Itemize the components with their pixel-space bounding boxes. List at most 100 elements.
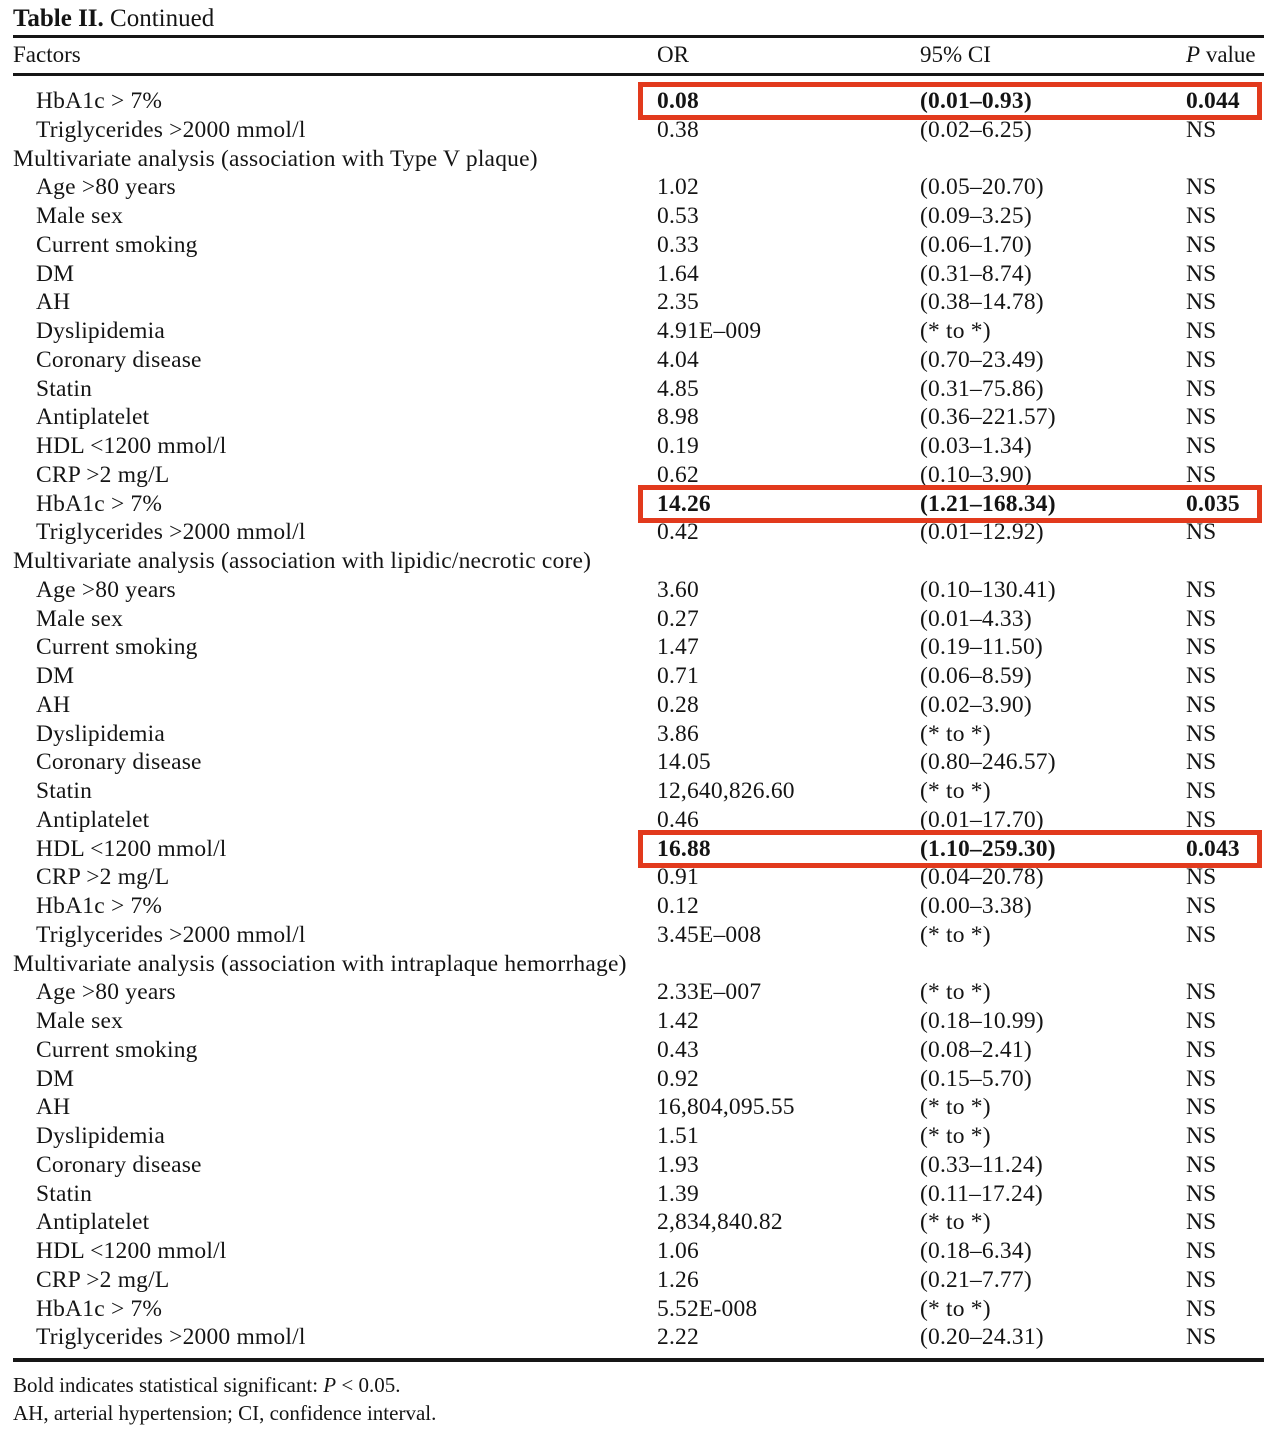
table-row: HbA1c > 7% 5.52E-008 (* to *) NS — [13, 1295, 1264, 1324]
factor-cell: CRP >2 mg/L — [36, 864, 170, 891]
ci-cell: (0.11–17.24) — [920, 1180, 1043, 1207]
factor-cell: CRP >2 mg/L — [36, 1266, 170, 1293]
ci-cell: (0.10–130.41) — [920, 576, 1056, 603]
factor-cell: HDL <1200 mmol/l — [36, 433, 227, 459]
or-cell: 2.35 — [657, 289, 699, 316]
pvalue-cell: NS — [1186, 778, 1217, 804]
table-row: Triglycerides >2000 mmol/l 0.42 (0.01–12… — [13, 518, 1264, 547]
factor-cell: Current smoking — [36, 231, 198, 258]
table-row: Antiplatelet 2,834,840.82 (* to *) NS — [13, 1208, 1264, 1237]
pvalue-cell: NS — [1186, 1324, 1217, 1351]
factor-cell: Coronary disease — [36, 749, 202, 776]
factor-cell: Male sex — [36, 203, 124, 229]
factor-cell: Statin — [36, 375, 93, 402]
pvalue-cell: NS — [1186, 634, 1217, 661]
pvalue-cell: NS — [1186, 260, 1217, 287]
pvalue-cell: NS — [1186, 289, 1217, 316]
ci-cell: (1.10–259.30) — [920, 835, 1056, 862]
ci-cell: (0.00–3.38) — [920, 893, 1032, 919]
section-header-row: Multivariate analysis (association with … — [13, 950, 1264, 979]
or-cell: 0.28 — [657, 691, 699, 718]
pvalue-cell: NS — [1186, 231, 1217, 258]
factor-cell: Triglycerides >2000 mmol/l — [36, 1324, 306, 1351]
table-row: Triglycerides >2000 mmol/l 0.38 (0.02–6.… — [13, 116, 1264, 145]
table-row: Statin 4.85 (0.31–75.86) NS — [13, 375, 1264, 404]
pvalue-cell: NS — [1186, 1008, 1217, 1034]
section-label: Multivariate analysis (association with … — [13, 548, 592, 574]
factor-cell: HbA1c > 7% — [36, 893, 163, 919]
or-cell: 16.88 — [657, 835, 711, 862]
or-cell: 4.04 — [657, 346, 699, 373]
pvalue-cell: NS — [1186, 749, 1217, 776]
or-cell: 1.64 — [657, 260, 699, 287]
footnote-significance: Bold indicates statistical significant: … — [13, 1371, 1264, 1399]
factor-cell: Coronary disease — [36, 1151, 202, 1178]
pvalue-cell: NS — [1186, 203, 1217, 229]
factor-cell: Male sex — [36, 1008, 124, 1034]
or-cell: 3.45E–008 — [657, 921, 762, 948]
table-row: Current smoking 0.43 (0.08–2.41) NS — [13, 1036, 1264, 1065]
table-row: Current smoking 1.47 (0.19–11.50) NS — [13, 633, 1264, 662]
ci-cell: (0.20–24.31) — [920, 1324, 1044, 1351]
pvalue-cell: NS — [1186, 1295, 1217, 1322]
factor-cell: Dyslipidemia — [36, 318, 166, 344]
header-rule — [13, 73, 1264, 76]
ci-cell: (* to *) — [920, 720, 991, 747]
or-cell: 0.71 — [657, 663, 699, 689]
table-row: Male sex 1.42 (0.18–10.99) NS — [13, 1007, 1264, 1036]
bottom-rule — [13, 1358, 1264, 1362]
or-cell: 0.33 — [657, 231, 699, 258]
pvalue-cell: NS — [1186, 375, 1217, 402]
factor-cell: Antiplatelet — [36, 806, 150, 833]
table-header-row: Factors OR 95% CI P value — [13, 38, 1264, 73]
ci-cell: (0.36–221.57) — [920, 404, 1056, 431]
table-row: Antiplatelet 0.46 (0.01–17.70) NS — [13, 806, 1264, 835]
pvalue-cell: NS — [1186, 318, 1217, 344]
column-header-pvalue: P value — [1186, 41, 1264, 70]
pvalue-cell: NS — [1186, 174, 1217, 201]
pvalue-cell: 0.043 — [1186, 835, 1240, 862]
table-row: DM 0.71 (0.06–8.59) NS — [13, 662, 1264, 691]
ci-cell: (* to *) — [920, 1209, 991, 1236]
factor-cell: DM — [36, 260, 75, 287]
ci-cell: (1.21–168.34) — [920, 490, 1056, 517]
footnote-abbreviations: AH, arterial hypertension; CI, confidenc… — [13, 1401, 437, 1425]
table-body: HbA1c > 7% 0.08 (0.01–0.93) 0.044 Trigly… — [13, 76, 1264, 1352]
table-row: AH 2.35 (0.38–14.78) NS — [13, 288, 1264, 317]
or-cell: 0.27 — [657, 605, 699, 632]
pvalue-cell: NS — [1186, 1065, 1217, 1092]
table-row: HbA1c > 7% 0.08 (0.01–0.93) 0.044 — [13, 82, 1264, 120]
factor-cell: Age >80 years — [36, 174, 176, 201]
pvalue-cell: NS — [1186, 1238, 1217, 1264]
pvalue-cell: NS — [1186, 720, 1217, 747]
factor-cell: Antiplatelet — [36, 404, 150, 431]
ci-cell: (0.38–14.78) — [920, 289, 1044, 316]
ci-cell: (0.01–17.70) — [920, 806, 1044, 833]
ci-cell: (0.18–6.34) — [920, 1238, 1032, 1264]
ci-cell: (0.18–10.99) — [920, 1008, 1044, 1034]
pvalue-cell: NS — [1186, 1123, 1217, 1149]
pvalue-cell: NS — [1186, 1209, 1217, 1236]
factor-cell: HbA1c > 7% — [36, 1295, 163, 1322]
table-title-number: Table II. — [13, 5, 104, 32]
factor-cell: AH — [36, 1094, 71, 1121]
factor-cell: Dyslipidemia — [36, 720, 166, 747]
table-row: Age >80 years 1.02 (0.05–20.70) NS — [13, 173, 1264, 202]
ci-cell: (0.10–3.90) — [920, 461, 1032, 488]
section-label: Multivariate analysis (association with … — [13, 145, 538, 172]
table-row: Coronary disease 1.93 (0.33–11.24) NS — [13, 1151, 1264, 1180]
section-header-row: Multivariate analysis (association with … — [13, 547, 1264, 576]
or-cell: 1.06 — [657, 1238, 699, 1264]
pvalue-italic-p: P — [1186, 42, 1201, 68]
factor-cell: Triglycerides >2000 mmol/l — [36, 116, 306, 143]
ci-cell: (0.01–0.93) — [920, 88, 1032, 114]
ci-cell: (0.06–8.59) — [920, 663, 1032, 689]
factor-cell: Age >80 years — [36, 979, 176, 1006]
section-header-row: Multivariate analysis (association with … — [13, 145, 1264, 174]
factor-cell: Current smoking — [36, 634, 198, 661]
or-cell: 5.52E-008 — [657, 1295, 758, 1322]
or-cell: 0.38 — [657, 116, 699, 143]
ci-cell: (* to *) — [920, 979, 991, 1006]
factor-cell: HDL <1200 mmol/l — [36, 1238, 227, 1264]
ci-cell: (* to *) — [920, 1123, 991, 1149]
